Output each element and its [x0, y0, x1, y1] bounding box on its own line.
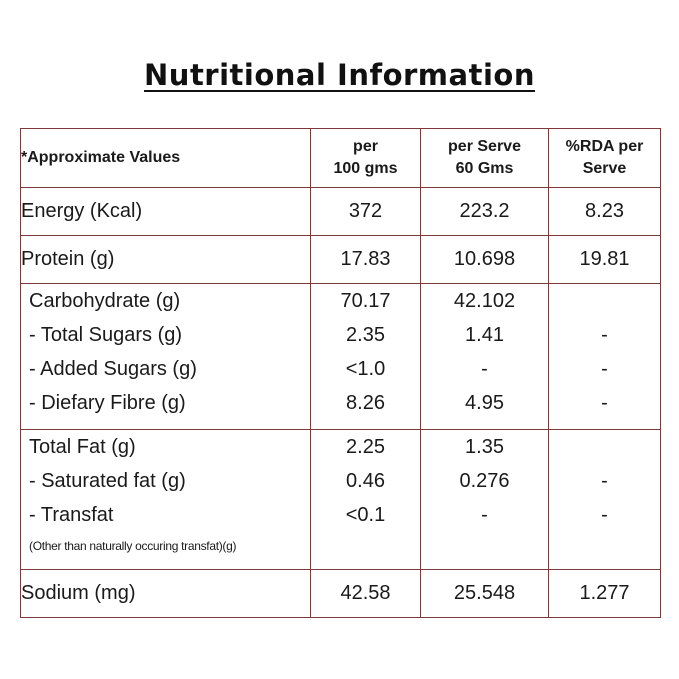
sodium-rda: 1.277 [548, 569, 661, 618]
table-row-energy: Energy (Kcal) 372 223.2 8.23 [20, 187, 661, 236]
carbs-rda: - - - [548, 283, 661, 430]
fat-labels: Total Fat (g) - Saturated fat (g) - Tran… [20, 429, 311, 570]
table-row-sodium: Sodium (mg) 42.58 25.548 1.277 [20, 569, 661, 618]
sodium-per100: 42.58 [310, 569, 421, 618]
protein-label: Protein (g) [20, 235, 311, 284]
header-rda: %RDA per Serve [548, 128, 661, 188]
energy-per-serve: 223.2 [420, 187, 549, 236]
protein-per100: 17.83 [310, 235, 421, 284]
fat-per100: 2.25 0.46 <0.1 [310, 429, 421, 570]
table-row-fat: Total Fat (g) - Saturated fat (g) - Tran… [20, 429, 661, 570]
transfat-note: (Other than naturally occuring transfat)… [29, 539, 237, 553]
sodium-label: Sodium (mg) [20, 569, 311, 618]
carbs-labels: Carbohydrate (g) - Total Sugars (g) - Ad… [20, 283, 311, 430]
protein-rda: 19.81 [548, 235, 661, 284]
header-per-100: per 100 gms [310, 128, 421, 188]
carbs-per-serve: 42.102 1.41 - 4.95 [420, 283, 549, 430]
energy-per100: 372 [310, 187, 421, 236]
protein-per-serve: 10.698 [420, 235, 549, 284]
fat-per-serve: 1.35 0.276 - [420, 429, 549, 570]
energy-label: Energy (Kcal) [20, 187, 311, 236]
carbs-per100: 70.17 2.35 <1.0 8.26 [310, 283, 421, 430]
nutrition-table: *Approximate Values per 100 gms per Serve… [20, 128, 661, 618]
header-per-serve: per Serve 60 Gms [420, 128, 549, 188]
table-row-protein: Protein (g) 17.83 10.698 19.81 [20, 235, 661, 284]
page-title: Nutritional Information [144, 58, 535, 92]
table-row-carbohydrate: Carbohydrate (g) - Total Sugars (g) - Ad… [20, 283, 661, 430]
header-approx-values: *Approximate Values [20, 128, 311, 188]
energy-rda: 8.23 [548, 187, 661, 236]
fat-rda: - - [548, 429, 661, 570]
sodium-per-serve: 25.548 [420, 569, 549, 618]
table-header-row: *Approximate Values per 100 gms per Serve… [20, 128, 661, 188]
